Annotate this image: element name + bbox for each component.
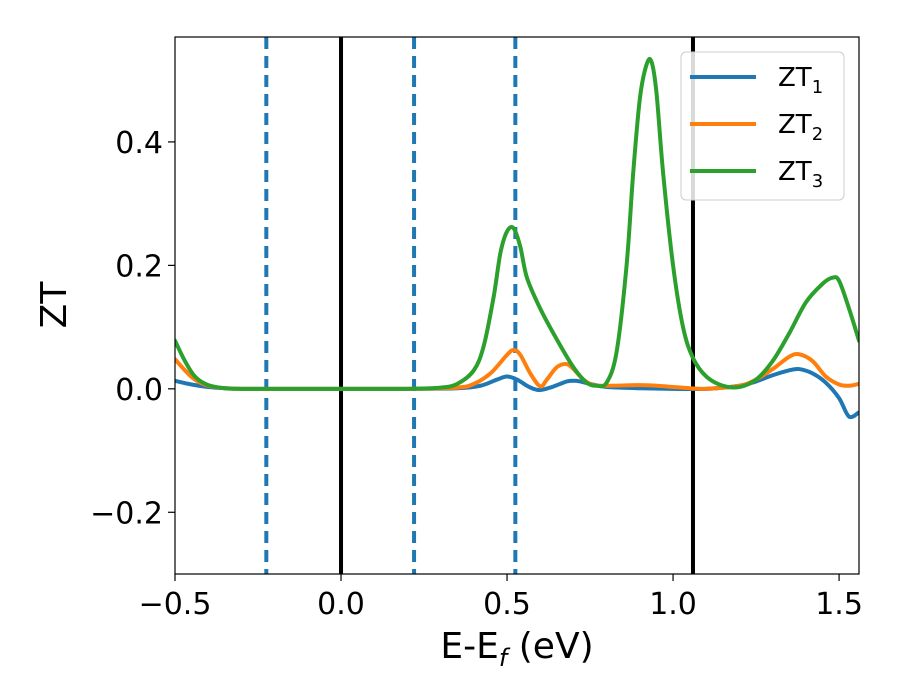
y-axis-label: ZT bbox=[34, 281, 75, 329]
x-axis-ticks: −0.5 0.0 0.5 1.0 1.5 bbox=[139, 574, 863, 622]
y-axis-ticks: −0.2 0.0 0.2 0.4 bbox=[90, 126, 175, 531]
legend: ZT1 ZT2 ZT3 bbox=[680, 51, 845, 201]
legend-label-zt2-sub: 2 bbox=[812, 124, 823, 145]
x-axis-label: E-Ef (eV) bbox=[440, 626, 593, 672]
reference-lines bbox=[264, 37, 695, 574]
y-tick-label: −0.2 bbox=[90, 496, 163, 531]
series-lines bbox=[175, 57, 859, 420]
legend-label-zt2: ZT2 bbox=[778, 110, 823, 145]
y-tick-label: 0.2 bbox=[115, 249, 163, 284]
x-tick-label: 0.5 bbox=[483, 587, 531, 622]
legend-label-zt2-main: ZT bbox=[778, 110, 812, 140]
y-tick-label: 0.0 bbox=[115, 373, 163, 408]
x-tick-label: −0.5 bbox=[139, 587, 212, 622]
x-tick-label: 1.0 bbox=[649, 587, 697, 622]
legend-label-zt3: ZT3 bbox=[778, 157, 823, 192]
x-axis-label-unit: (eV) bbox=[507, 626, 593, 667]
y-tick-label: 0.4 bbox=[115, 126, 163, 161]
legend-label-zt3-main: ZT bbox=[778, 157, 812, 187]
legend-label-zt1: ZT1 bbox=[778, 63, 823, 98]
x-tick-label: 0.0 bbox=[317, 587, 365, 622]
legend-box bbox=[680, 51, 845, 201]
x-axis-label-main: E-E bbox=[440, 626, 498, 667]
legend-label-zt1-main: ZT bbox=[778, 63, 812, 93]
legend-label-zt1-sub: 1 bbox=[812, 77, 823, 98]
x-tick-label: 1.5 bbox=[815, 587, 863, 622]
plot-frame bbox=[174, 36, 860, 575]
legend-label-zt3-sub: 3 bbox=[812, 171, 823, 192]
series-line-zt3 bbox=[175, 57, 859, 391]
